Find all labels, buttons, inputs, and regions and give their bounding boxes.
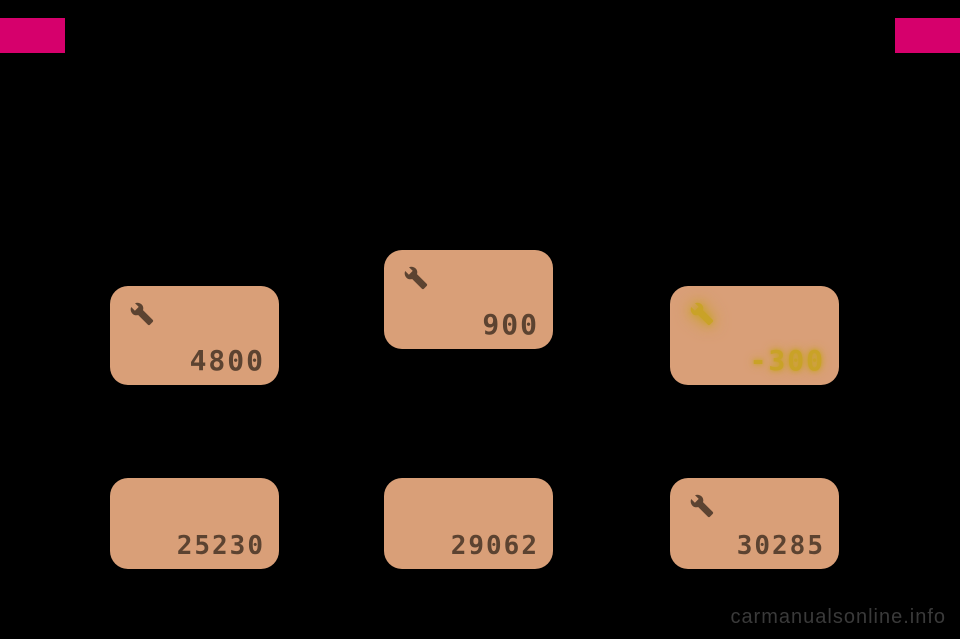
accent-bar-left [0,18,65,53]
odometer-display: 30285 [670,478,839,569]
odometer-display: -300 [670,286,839,385]
display-value: 29062 [451,531,539,561]
display-value: 900 [482,308,539,341]
wrench-icon [682,486,716,525]
wrench-icon [682,294,716,333]
wrench-icon [396,258,430,297]
odometer-display: 4800 [110,286,279,385]
watermark-text: carmanualsonline.info [730,606,946,629]
odometer-display: 29062 [384,478,553,569]
display-value: 4800 [190,344,265,377]
display-value: -300 [750,344,825,377]
odometer-display: 900 [384,250,553,349]
wrench-icon [122,294,156,333]
display-value: 25230 [177,531,265,561]
display-value: 30285 [737,531,825,561]
odometer-display: 25230 [110,478,279,569]
accent-bar-right [895,18,960,53]
